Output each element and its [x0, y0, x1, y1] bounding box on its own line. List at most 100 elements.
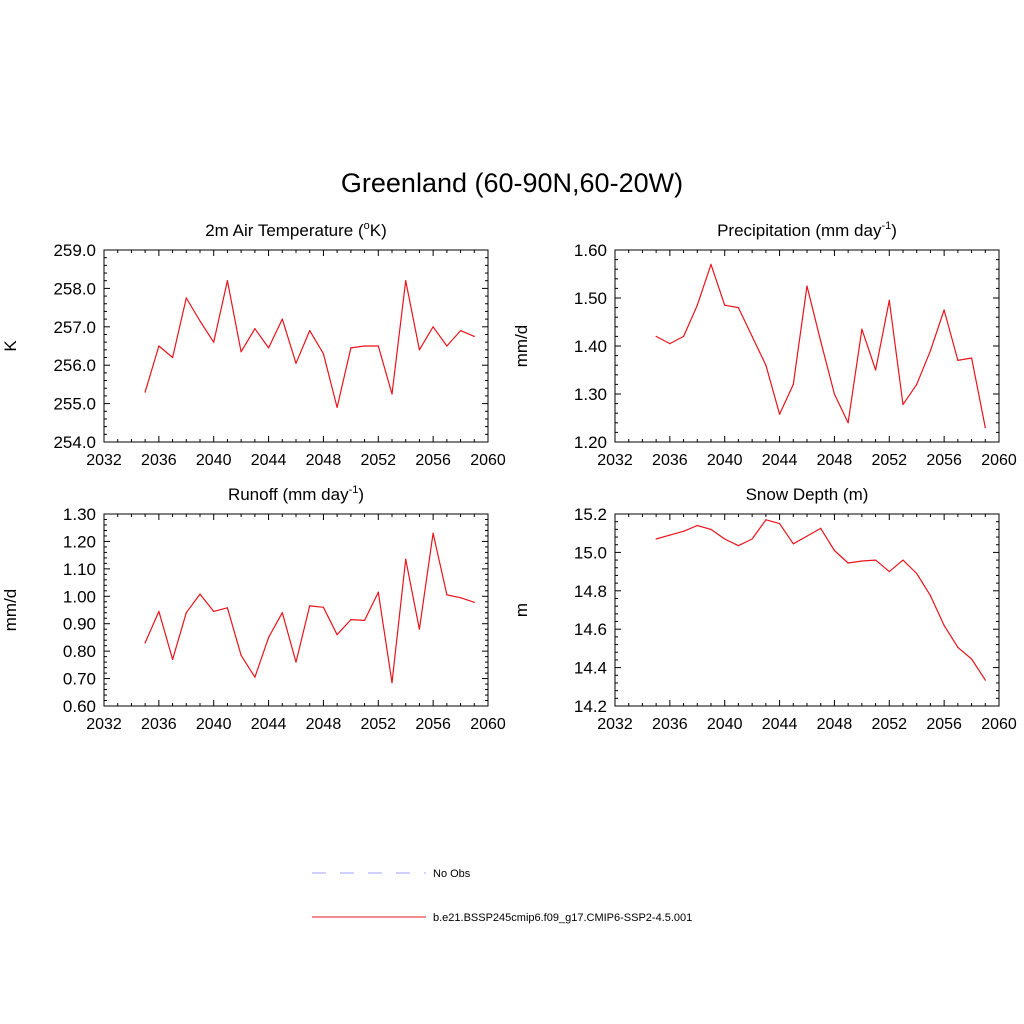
y-tick-label: 1.50 [574, 289, 607, 308]
panel-title: Precipitation (mm day-1) [717, 220, 897, 240]
data-point [970, 658, 973, 660]
y-tick-label: 14.6 [574, 620, 607, 639]
x-tick-label: 2056 [926, 452, 962, 469]
data-point [820, 340, 822, 342]
data-point [984, 679, 986, 681]
data-point [363, 345, 366, 347]
data-point [710, 263, 712, 265]
y-tick-label: 1.00 [63, 587, 96, 606]
y-tick-label: 14.4 [574, 659, 607, 678]
y-tick-label: 0.70 [63, 670, 96, 689]
data-point [295, 661, 297, 663]
data-point [185, 612, 187, 614]
legend-label-2: b.e21.BSSP245cmip6.f09_g17.CMIP6-SSP2-4.… [433, 912, 692, 924]
x-tick-label: 2040 [196, 716, 232, 733]
series-line [655, 519, 986, 681]
x-tick-label: 2060 [981, 716, 1017, 733]
data-point [295, 362, 297, 364]
data-point [281, 612, 283, 614]
data-point [171, 356, 174, 359]
y-tick-label: 0.60 [63, 697, 96, 716]
x-tick-label: 2032 [86, 716, 122, 733]
data-point [144, 391, 146, 393]
y-tick-label: 14.2 [574, 697, 607, 716]
data-point [888, 299, 890, 301]
data-point [281, 318, 283, 320]
data-point [254, 328, 256, 330]
figure-title: Greenland (60-90N,60-20W) [340, 168, 684, 198]
y-axis-label: mm/d [1, 589, 20, 632]
data-point [737, 307, 740, 309]
data-point [158, 610, 160, 612]
x-tick-label: 2056 [415, 452, 451, 469]
data-point [267, 636, 270, 639]
data-point [669, 343, 671, 345]
y-axis-label: K [1, 340, 20, 352]
y-axis-label: mm/d [512, 325, 531, 368]
x-tick-label: 2052 [871, 716, 907, 733]
data-point [240, 351, 242, 353]
data-point [847, 422, 849, 424]
x-tick-label: 2052 [360, 716, 396, 733]
x-tick-label: 2048 [817, 716, 853, 733]
x-tick-label: 2044 [251, 716, 287, 733]
data-point [322, 606, 325, 608]
y-tick-label: 1.30 [574, 385, 607, 404]
data-point [724, 538, 726, 540]
data-point [309, 330, 311, 332]
data-point [737, 545, 740, 547]
data-point [199, 320, 201, 322]
data-point [213, 341, 215, 343]
series-line [144, 280, 475, 408]
data-point [751, 538, 753, 540]
x-tick-label: 2032 [597, 452, 633, 469]
x-tick-label: 2040 [707, 452, 743, 469]
y-tick-label: 0.80 [63, 642, 96, 661]
x-tick-label: 2036 [141, 452, 177, 469]
x-tick-label: 2044 [251, 452, 287, 469]
data-point [199, 593, 201, 595]
series-line [655, 263, 986, 428]
data-point [696, 524, 698, 527]
data-point [916, 572, 918, 575]
data-point [710, 528, 712, 530]
data-point [943, 624, 945, 626]
x-tick-label: 2052 [360, 452, 396, 469]
data-point [874, 559, 877, 561]
x-tick-label: 2060 [470, 452, 506, 469]
x-tick-label: 2048 [817, 452, 853, 469]
y-axis-label: m [512, 603, 531, 617]
plot-frame [103, 513, 489, 707]
x-tick-label: 2036 [652, 716, 688, 733]
data-point [929, 595, 932, 597]
y-tick-label: 0.90 [63, 615, 96, 634]
data-point [377, 345, 379, 347]
data-point [309, 605, 311, 607]
data-point [984, 427, 986, 429]
x-tick-label: 2040 [196, 452, 232, 469]
data-point [405, 280, 407, 282]
y-tick-label: 1.60 [574, 241, 607, 260]
data-point [171, 658, 174, 660]
data-point [957, 646, 959, 649]
y-tick-label: 1.20 [574, 433, 607, 452]
data-point [655, 538, 657, 540]
x-tick-label: 2044 [762, 452, 798, 469]
data-point [874, 369, 877, 371]
data-point [655, 335, 657, 337]
data-point [833, 549, 836, 552]
data-point [459, 330, 462, 332]
data-point [792, 383, 794, 385]
data-point [405, 558, 407, 560]
data-point [696, 304, 698, 306]
data-point [943, 309, 945, 311]
data-point [377, 591, 379, 593]
data-point [765, 519, 767, 521]
data-point [473, 601, 475, 603]
data-point [778, 523, 781, 525]
data-point [669, 534, 671, 536]
data-point [336, 634, 338, 636]
y-tick-label: 1.40 [574, 337, 607, 356]
data-point [240, 654, 242, 656]
